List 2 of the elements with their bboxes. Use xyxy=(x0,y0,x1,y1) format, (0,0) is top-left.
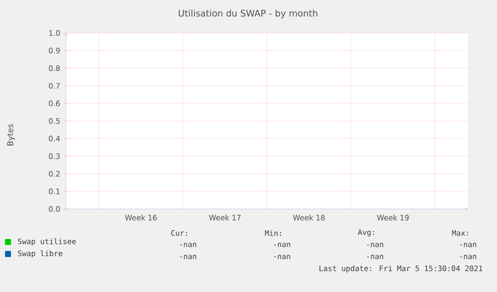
chart-title: Utilisation du SWAP - by month xyxy=(178,10,318,18)
y-axis-title: Bytes xyxy=(7,124,15,146)
